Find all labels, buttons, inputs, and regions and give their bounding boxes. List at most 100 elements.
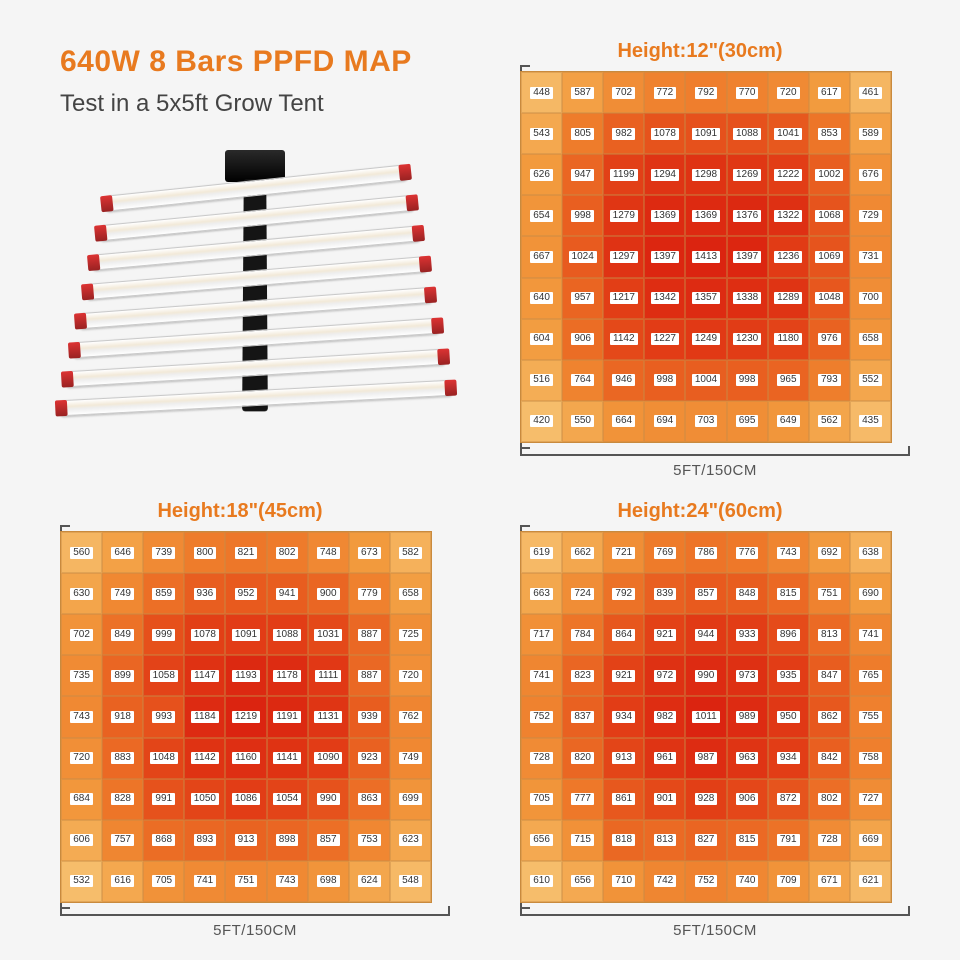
ppfd-value: 1088 <box>733 128 761 140</box>
ppfd-cell: 589 <box>850 113 891 154</box>
ppfd-value: 1338 <box>733 292 761 304</box>
ppfd-cell: 740 <box>727 861 768 902</box>
ppfd-cell: 941 <box>267 573 308 614</box>
ppfd-cell: 815 <box>727 820 768 861</box>
ppfd-cell: 827 <box>685 820 726 861</box>
ppfd-cell: 664 <box>603 401 644 442</box>
ppfd-cell: 1217 <box>603 278 644 319</box>
ppfd-value: 1147 <box>191 670 219 682</box>
ppfd-value: 973 <box>736 670 759 682</box>
ppfd-cell: 893 <box>184 820 225 861</box>
ppfd-cell: 703 <box>685 401 726 442</box>
ppfd-value: 946 <box>612 374 635 386</box>
ppfd-cell: 815 <box>768 573 809 614</box>
ppfd-value: 769 <box>654 547 677 559</box>
ppfd-cell: 839 <box>644 573 685 614</box>
ppfd-cell: 828 <box>102 779 143 820</box>
ppfd-cell: 698 <box>308 861 349 902</box>
ppfd-value: 1289 <box>774 292 802 304</box>
ppfd-value: 1369 <box>651 210 679 222</box>
ppfd-cell: 764 <box>562 360 603 401</box>
ppfd-value: 740 <box>736 875 759 887</box>
ppfd-cell: 658 <box>850 319 891 360</box>
ppfd-cell: 604 <box>521 319 562 360</box>
ppfd-value: 1142 <box>610 333 638 345</box>
ppfd-value: 982 <box>612 128 635 140</box>
ppfd-value: 933 <box>736 629 759 641</box>
ppfd-value: 818 <box>612 834 635 846</box>
ppfd-cell: 965 <box>768 360 809 401</box>
ppfd-cell: 862 <box>809 696 850 737</box>
ppfd-value: 839 <box>654 588 677 600</box>
ppfd-value: 1397 <box>733 251 761 263</box>
ppfd-cell: 1279 <box>603 195 644 236</box>
ppfd-cell: 749 <box>390 738 431 779</box>
ppfd-cell: 868 <box>143 820 184 861</box>
ppfd-cell: 658 <box>390 573 431 614</box>
ppfd-value: 1090 <box>314 752 342 764</box>
ppfd-value: 725 <box>399 629 422 641</box>
ppfd-cell: 1041 <box>768 113 809 154</box>
ppfd-cell: 1141 <box>267 738 308 779</box>
ppfd-value: 887 <box>358 670 381 682</box>
ppfd-cell: 999 <box>143 614 184 655</box>
ppfd-cell: 1111 <box>308 655 349 696</box>
ppfd-value: 1297 <box>610 251 638 263</box>
ppfd-value: 864 <box>612 629 635 641</box>
ppfd-value: 1086 <box>232 793 260 805</box>
ppfd-value: 741 <box>530 670 553 682</box>
ppfd-value: 883 <box>111 752 134 764</box>
ppfd-value: 813 <box>654 834 677 846</box>
ppfd-cell: 731 <box>850 236 891 277</box>
ppfd-value: 626 <box>530 169 553 181</box>
ppfd-value: 610 <box>530 875 553 887</box>
ppfd-cell: 1091 <box>225 614 266 655</box>
ppfd-cell: 1069 <box>809 236 850 277</box>
ppfd-cell: 616 <box>102 861 143 902</box>
ppfd-value: 990 <box>695 670 718 682</box>
ppfd-cell: 1031 <box>308 614 349 655</box>
ppfd-cell: 769 <box>644 532 685 573</box>
ppfd-cell: 857 <box>308 820 349 861</box>
ppfd-cell: 921 <box>603 655 644 696</box>
ppfd-value: 921 <box>654 629 677 641</box>
ppfd-value: 705 <box>530 793 553 805</box>
ppfd-cell: 957 <box>562 278 603 319</box>
ppfd-cell: 709 <box>768 861 809 902</box>
ppfd-value: 729 <box>859 210 882 222</box>
ppfd-cell: 887 <box>349 614 390 655</box>
ppfd-value: 587 <box>571 87 594 99</box>
ppfd-cell: 982 <box>603 113 644 154</box>
ppfd-cell: 898 <box>267 820 308 861</box>
ppfd-value: 820 <box>571 752 594 764</box>
ppfd-cell: 913 <box>225 820 266 861</box>
ppfd-value: 1050 <box>191 793 219 805</box>
ppfd-value: 690 <box>859 588 882 600</box>
ppfd-cell: 1294 <box>644 154 685 195</box>
ppfd-value: 640 <box>530 292 553 304</box>
ppfd-value: 1298 <box>692 169 720 181</box>
ppfd-value: 743 <box>276 875 299 887</box>
ppfd-cell: 973 <box>727 655 768 696</box>
ppfd-cell: 972 <box>644 655 685 696</box>
ppfd-value: 656 <box>530 834 553 846</box>
ppfd-cell: 1004 <box>685 360 726 401</box>
ppfd-value: 989 <box>736 711 759 723</box>
ppfd-cell: 923 <box>349 738 390 779</box>
ppfd-cell: 901 <box>644 779 685 820</box>
ppfd-value: 1342 <box>651 292 679 304</box>
ppfd-value: 703 <box>695 415 718 427</box>
ppfd-cell: 724 <box>562 573 603 614</box>
ppfd-value: 900 <box>317 588 340 600</box>
ppfd-cell: 772 <box>644 72 685 113</box>
ppfd-cell: 720 <box>61 738 102 779</box>
ppfd-cell: 849 <box>102 614 143 655</box>
ppfd-cell: 560 <box>61 532 102 573</box>
ppfd-value: 898 <box>276 834 299 846</box>
ppfd-cell: 735 <box>61 655 102 696</box>
ppfd-cell: 1219 <box>225 696 266 737</box>
ppfd-value: 694 <box>654 415 677 427</box>
ppfd-cell: 918 <box>102 696 143 737</box>
ppfd-value: 1369 <box>692 210 720 222</box>
ppfd-cell: 630 <box>61 573 102 614</box>
